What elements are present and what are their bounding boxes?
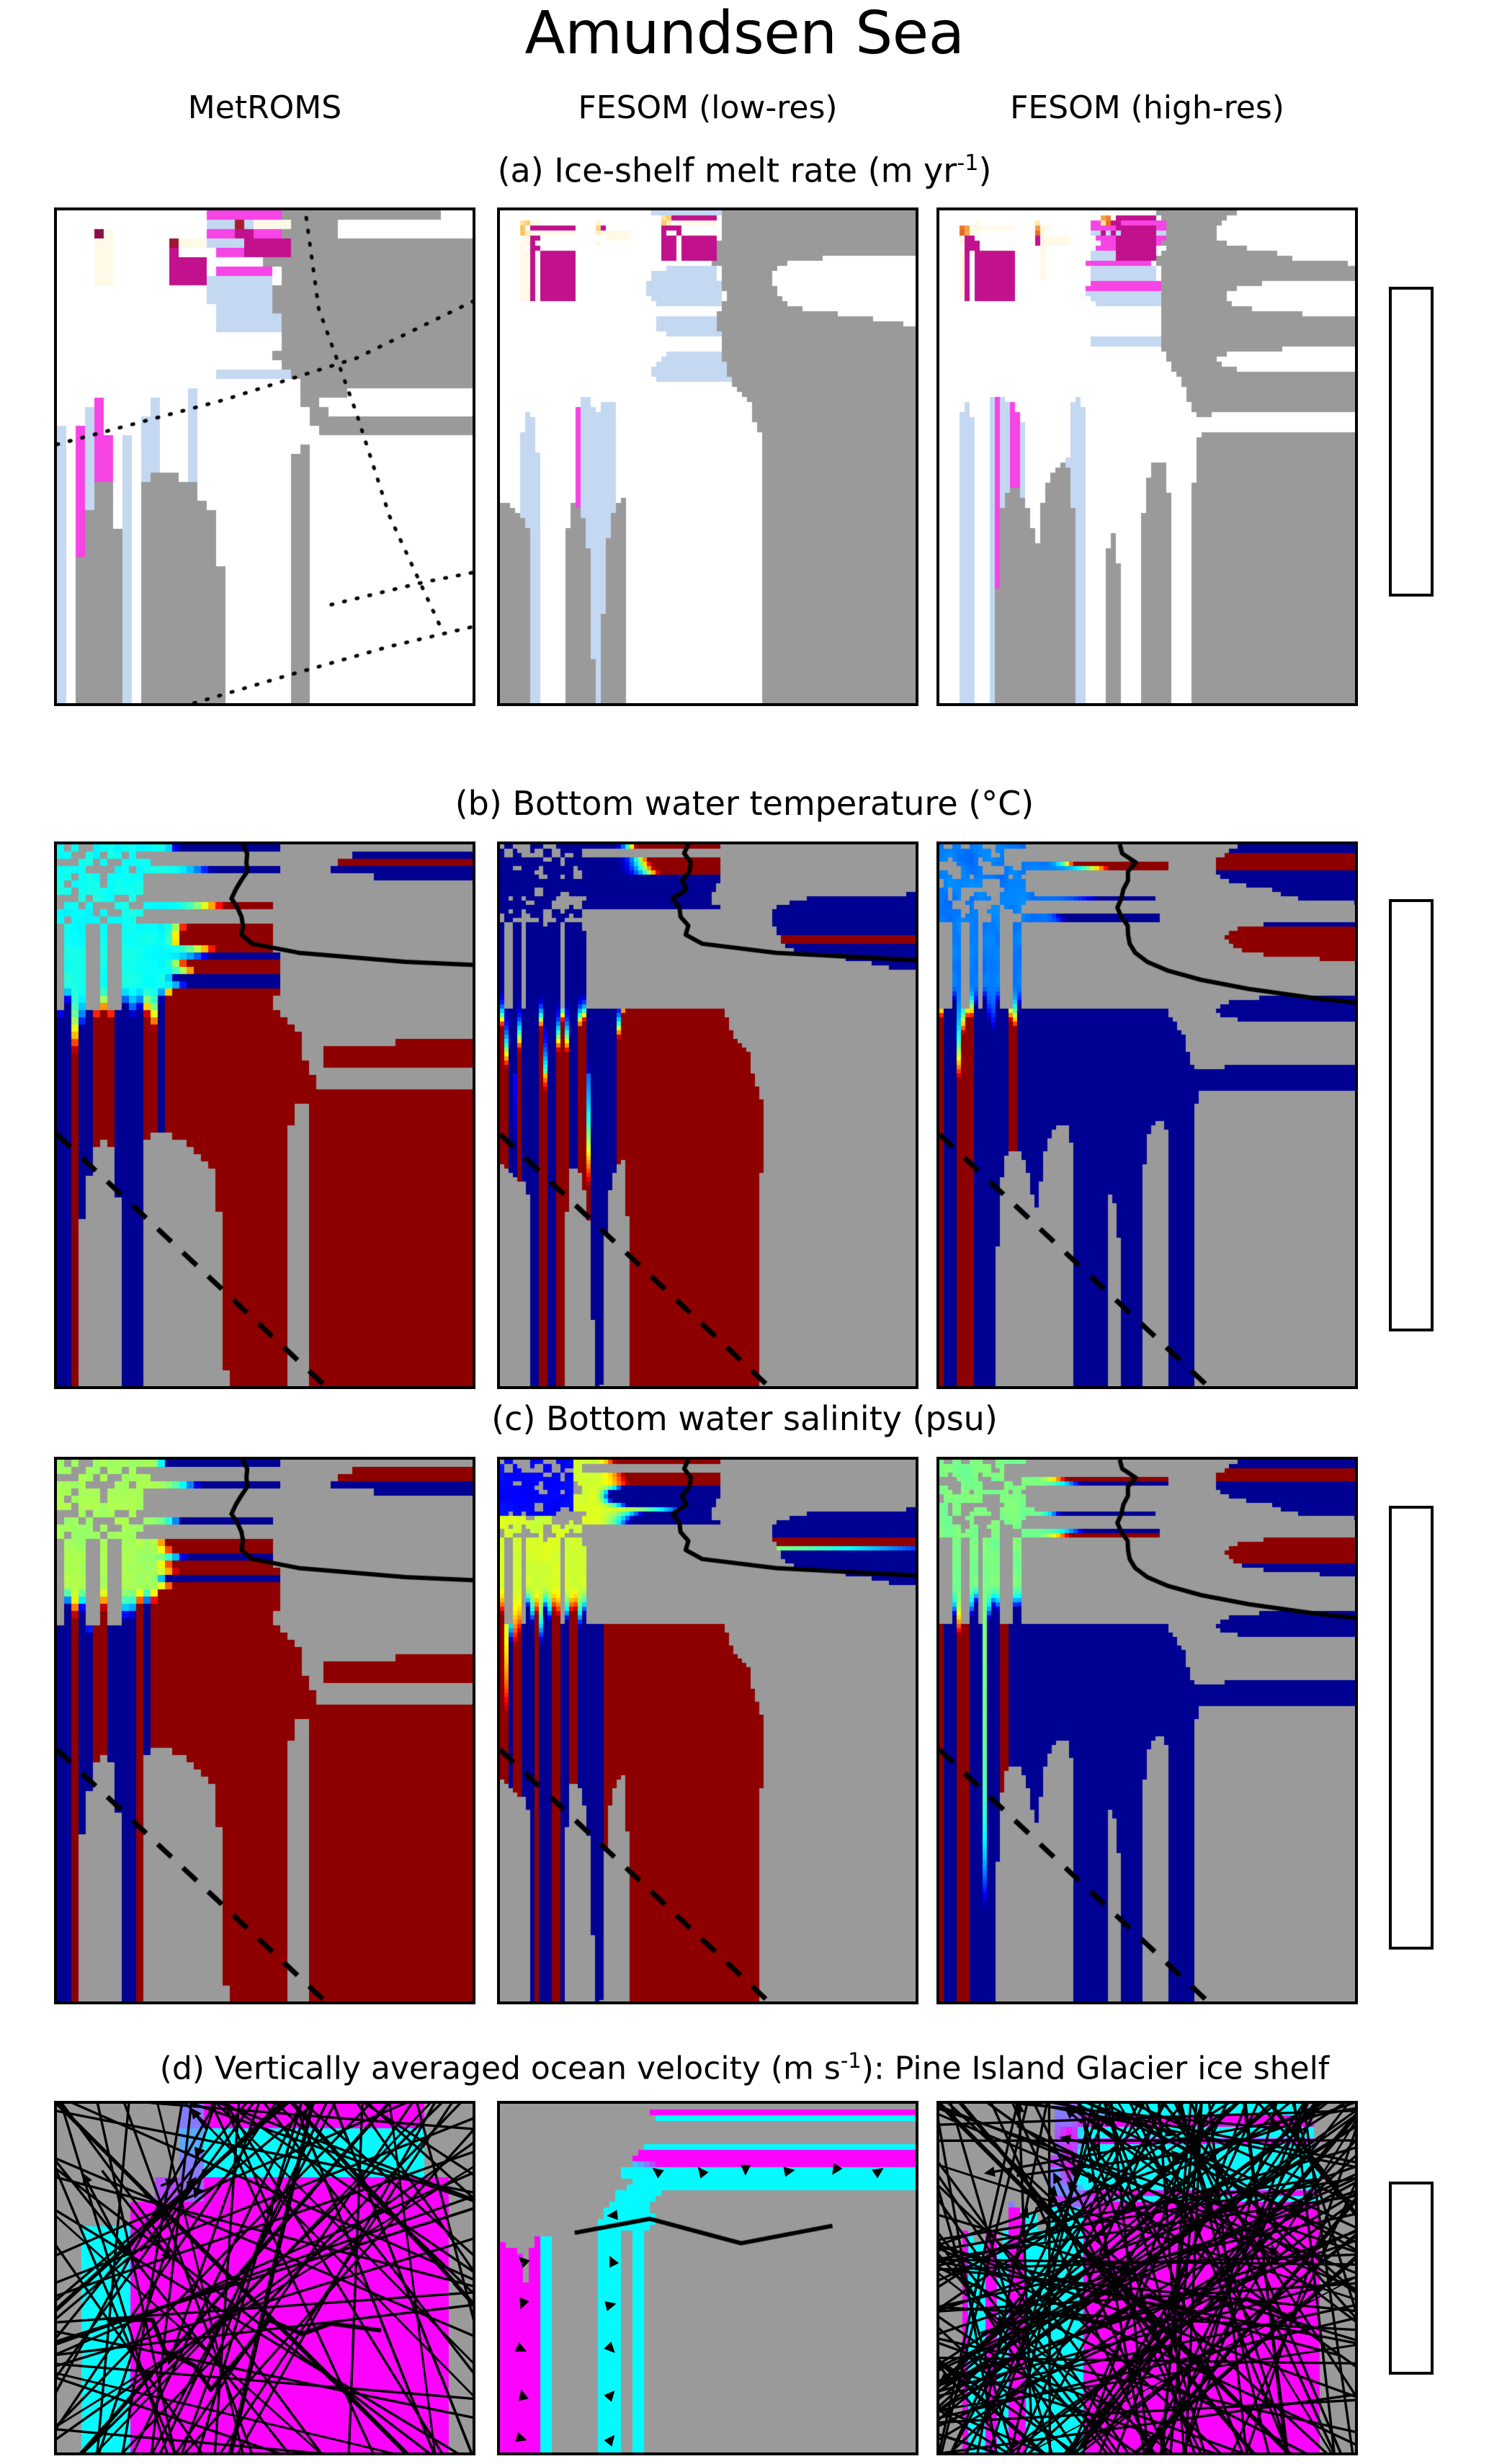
map-canvas-temp-metroms [57,844,473,1386]
row-title-a-suffix: ) [978,151,992,190]
panel-melt-rate-metroms[interactable] [54,207,475,706]
row-title-d-suffix: ): Pine Island Glacier ice shelf [861,2050,1330,2087]
panel-velocity-fesom-low[interactable] [497,2101,918,2455]
column-header-fesom-low-res: FESOM (low-res) [578,89,838,126]
velocity-vectors-fesom-low [514,2163,884,2447]
panel-bottom-temp-fesom-high[interactable] [936,842,1358,1389]
panel-bottom-salinity-fesom-low[interactable] [497,1457,918,2004]
colorbar-melt-rate [1389,287,1434,597]
row-title-c: (c) Bottom water salinity (psu) [491,1399,998,1438]
panel-melt-rate-fesom-high[interactable] [936,207,1358,706]
panel-bottom-salinity-fesom-high[interactable] [936,1457,1358,2004]
panel-velocity-fesom-high[interactable] [936,2101,1358,2455]
column-header-fesom-high-res: FESOM (high-res) [1010,89,1284,126]
row-title-a-prefix: (a) Ice-shelf melt rate (m yr [497,151,957,190]
map-canvas-melt-fesom-high [939,210,1355,703]
column-header-metroms: MetROMS [187,89,342,126]
map-canvas-salinity-fesom-low [500,1460,916,2001]
map-canvas-temp-fesom-low [500,844,916,1386]
row-title-d-superscript: -1 [840,2048,862,2073]
panel-bottom-temp-fesom-low[interactable] [497,842,918,1389]
map-canvas-salinity-metroms [57,1460,473,2001]
map-canvas-velocity-fesom-low [500,2104,916,2452]
velocity-vectors-fesom-high [939,2104,1355,2452]
row-title-a: (a) Ice-shelf melt rate (m yr-1) [0,151,1489,190]
map-canvas-salinity-fesom-high [939,1460,1355,2001]
colorbar-bottom-temperature [1389,899,1434,1331]
colorbar-bottom-salinity [1389,1506,1434,1950]
map-canvas-temp-fesom-high [939,844,1355,1386]
map-canvas-melt-fesom-low [500,210,916,703]
row-title-b: (b) Bottom water temperature (°C) [455,784,1034,823]
panel-bottom-temp-metroms[interactable] [54,842,475,1389]
map-canvas-melt-metroms [57,210,473,703]
panel-velocity-metroms[interactable] [54,2101,475,2455]
colorbar-velocity [1389,2182,1434,2375]
figure-title: Amundsen Sea [524,0,965,68]
velocity-vectors-metroms [57,2104,473,2452]
row-title-a-superscript: -1 [957,151,979,176]
row-title-d-prefix: (d) Vertically averaged ocean velocity (… [159,2050,841,2087]
panel-melt-rate-fesom-low[interactable] [497,207,918,706]
panel-bottom-salinity-metroms[interactable] [54,1457,475,2004]
row-title-d: (d) Vertically averaged ocean velocity (… [0,2050,1489,2085]
